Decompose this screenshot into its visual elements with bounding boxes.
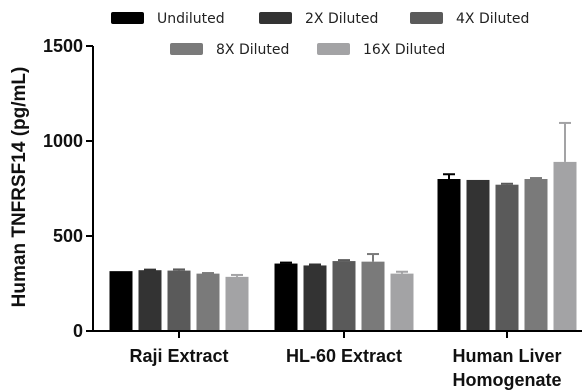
bar <box>524 179 548 331</box>
bar <box>437 179 461 331</box>
bar <box>361 261 385 331</box>
legend-label: 16X Diluted <box>363 42 445 58</box>
bar <box>303 265 327 331</box>
bar <box>495 184 519 331</box>
bar <box>109 271 133 331</box>
bar <box>274 263 298 331</box>
bar <box>196 273 220 331</box>
bar <box>332 261 356 331</box>
legend: Undiluted 2X Diluted 4X Diluted 8X Diluted 1… <box>111 11 529 58</box>
legend-swatch <box>170 43 203 55</box>
y-tick-label: 0 <box>73 321 83 341</box>
y-tick-label: 1000 <box>43 131 83 151</box>
bar <box>225 276 249 331</box>
bar <box>553 161 577 331</box>
x-tick-label: Human Liver <box>452 346 561 366</box>
y-tick-label: 1500 <box>43 36 83 56</box>
legend-label: 2X Diluted <box>305 11 378 27</box>
bar <box>390 273 414 331</box>
bar <box>138 270 162 331</box>
y-axis: 0 500 1000 1500 <box>43 36 94 341</box>
bar <box>466 179 490 331</box>
x-tick-label: Homogenate <box>452 370 561 390</box>
legend-swatch <box>111 12 144 24</box>
x-axis: Raji Extract HL-60 Extract Human Liver Homo… <box>92 330 582 390</box>
y-axis-label: Human TNFRSF14 (pg/mL) <box>9 67 30 308</box>
y-tick-label: 500 <box>53 226 83 246</box>
legend-label: Undiluted <box>157 11 225 27</box>
legend-swatch <box>259 12 292 24</box>
bar <box>167 270 191 331</box>
legend-label: 8X Diluted <box>216 42 289 58</box>
bars <box>109 121 577 331</box>
legend-label: 4X Diluted <box>456 11 529 27</box>
x-tick-label: Raji Extract <box>129 346 228 366</box>
x-tick-label: HL-60 Extract <box>286 346 402 366</box>
legend-swatch <box>317 43 350 55</box>
legend-swatch <box>410 12 443 24</box>
